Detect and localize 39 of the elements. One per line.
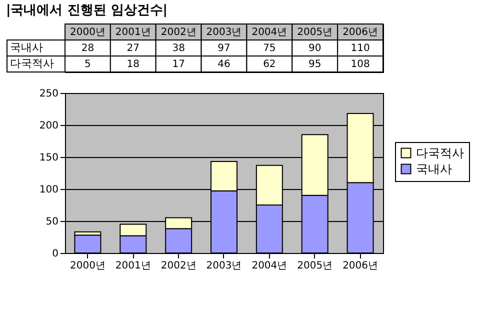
data-label: 5 (84, 59, 91, 70)
data-label: 95 (308, 59, 322, 70)
data-label: 108 (350, 59, 370, 70)
chart-title: |국내에서 진행된 임상건수| (6, 3, 168, 18)
x-tick-label: 2005년 (297, 260, 333, 272)
text: 다국적사 (10, 57, 54, 70)
data-label: 38 (172, 43, 185, 54)
x-tick-label: 2006년 (342, 260, 378, 272)
data-label: 28 (81, 43, 94, 54)
category-label: 2001년 (115, 27, 151, 38)
y-tick-label: 50 (46, 216, 58, 228)
data-label: 17 (172, 59, 185, 70)
data-label: 27 (126, 43, 140, 54)
category-label: 2005년 (297, 27, 333, 38)
category-label: 2000년 (70, 27, 106, 38)
category-label: 2003년 (206, 27, 242, 38)
y-tick-label: 150 (39, 152, 58, 164)
legend-label: 다국적사 (416, 146, 464, 160)
data-label: 90 (308, 43, 322, 54)
data-label: 18 (126, 59, 140, 70)
x-tick-label: 2002년 (160, 260, 196, 272)
y-tick-label: 0 (52, 248, 58, 260)
data-label: 46 (218, 59, 230, 70)
x-tick-label: 2001년 (115, 260, 151, 272)
text: 국내사 (10, 41, 43, 54)
y-tick-label: 200 (39, 120, 58, 132)
data-label: 110 (350, 43, 370, 54)
y-tick-label: 100 (39, 184, 58, 196)
data-label: 75 (263, 43, 276, 54)
data-label: 62 (263, 59, 276, 70)
data-label: 97 (218, 43, 230, 54)
x-tick-label: 2000년 (70, 260, 106, 272)
category-label: 2006년 (342, 27, 378, 38)
x-tick-label: 2003년 (206, 260, 242, 272)
legend-label: 국내사 (416, 162, 452, 176)
category-label: 2004년 (252, 27, 288, 38)
x-tick-label: 2004년 (252, 260, 288, 272)
category-label: 2002년 (160, 27, 196, 38)
y-tick-label: 250 (39, 88, 58, 100)
